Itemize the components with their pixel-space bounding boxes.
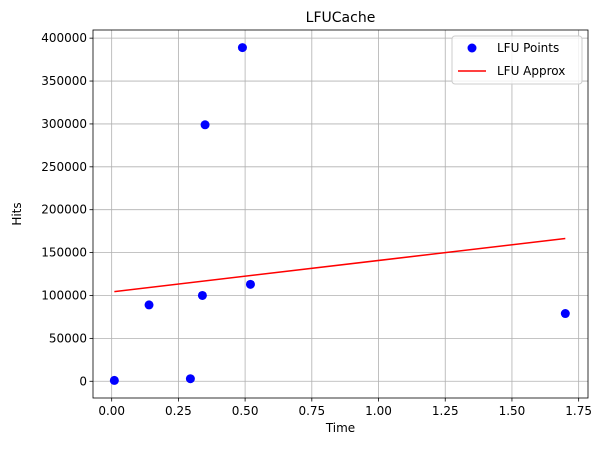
y-tick-label: 350000 xyxy=(41,74,87,88)
legend: LFU Points LFU Approx xyxy=(451,35,583,85)
x-tick-label: 1.25 xyxy=(432,404,459,418)
y-axis-ticks: 0 50000 100000 150000 200000 250000 300000 3500… xyxy=(41,31,93,388)
chart-title: LFUCache xyxy=(306,10,376,26)
data-point xyxy=(560,309,570,319)
x-axis-label: Time xyxy=(325,421,355,435)
data-point xyxy=(109,375,119,385)
x-tick-label: 0.50 xyxy=(232,404,259,418)
x-tick-label: 0.25 xyxy=(165,404,192,418)
y-tick-label: 400000 xyxy=(41,31,87,45)
x-axis-ticks: 0.00 0.25 0.50 0.75 1.00 1.25 1.50 1.75 xyxy=(98,398,592,418)
data-point xyxy=(237,43,247,53)
approx-line xyxy=(114,237,566,293)
grid xyxy=(93,30,588,398)
legend-label-lfu-points: LFU Points xyxy=(497,41,559,55)
x-tick-label: 0.00 xyxy=(98,404,125,418)
plot-series xyxy=(109,43,570,385)
x-tick-label: 1.50 xyxy=(499,404,526,418)
y-tick-label: 300000 xyxy=(41,117,87,131)
data-point xyxy=(245,279,255,289)
y-tick-label: 100000 xyxy=(41,288,87,302)
data-point xyxy=(200,120,210,130)
data-point xyxy=(144,300,154,310)
legend-label-lfu-approx: LFU Approx xyxy=(497,64,565,78)
y-tick-label: 50000 xyxy=(49,331,87,345)
data-point xyxy=(197,290,207,300)
x-tick-label: 1.75 xyxy=(565,404,592,418)
x-tick-label: 0.75 xyxy=(298,404,325,418)
x-tick-label: 1.00 xyxy=(365,404,392,418)
data-point xyxy=(185,374,195,384)
legend-marker-lfu-points xyxy=(467,43,477,53)
y-tick-label: 200000 xyxy=(41,203,87,217)
legend-box xyxy=(451,35,583,85)
y-tick-label: 0 xyxy=(79,374,87,388)
y-axis-label: Hits xyxy=(10,202,24,225)
y-tick-label: 150000 xyxy=(41,246,87,260)
y-tick-label: 250000 xyxy=(41,160,87,174)
axes-frame xyxy=(92,29,589,399)
